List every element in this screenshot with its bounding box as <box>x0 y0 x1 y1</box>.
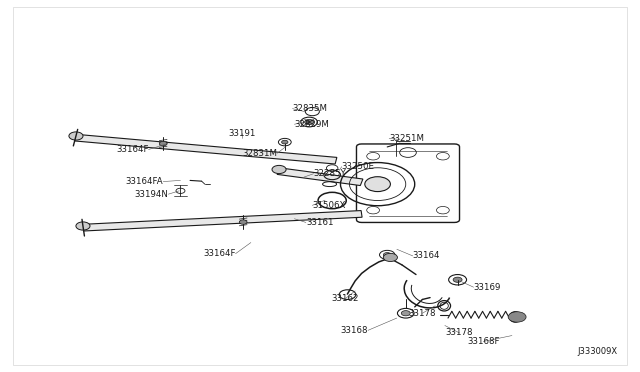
Polygon shape <box>83 211 362 231</box>
Text: 33194N: 33194N <box>134 190 168 199</box>
Polygon shape <box>75 134 337 164</box>
Text: 33251M: 33251M <box>389 134 424 143</box>
Text: 33168: 33168 <box>340 326 368 335</box>
Circle shape <box>76 222 90 230</box>
Polygon shape <box>277 168 363 186</box>
Circle shape <box>383 253 391 257</box>
Text: 31506X: 31506X <box>312 201 346 210</box>
Text: 32829M: 32829M <box>294 120 329 129</box>
FancyBboxPatch shape <box>356 144 460 222</box>
Text: 33191: 33191 <box>228 129 255 138</box>
Text: 33164: 33164 <box>413 251 440 260</box>
Circle shape <box>453 277 462 282</box>
Text: 32831M: 32831M <box>242 149 277 158</box>
Circle shape <box>365 177 390 192</box>
Text: 33161: 33161 <box>306 218 333 227</box>
Circle shape <box>69 132 83 140</box>
Circle shape <box>282 140 288 144</box>
Text: 33164FA: 33164FA <box>125 177 163 186</box>
Circle shape <box>305 119 314 125</box>
Text: 33164F: 33164F <box>116 145 148 154</box>
Text: 33250E: 33250E <box>342 162 375 171</box>
Text: 33178: 33178 <box>409 309 436 318</box>
Circle shape <box>272 166 286 174</box>
Text: 33168F: 33168F <box>467 337 499 346</box>
Circle shape <box>159 141 167 146</box>
Circle shape <box>239 220 247 224</box>
Circle shape <box>383 253 397 262</box>
Circle shape <box>508 312 526 322</box>
Text: 32285Y: 32285Y <box>314 169 346 178</box>
Text: 33164F: 33164F <box>203 249 236 258</box>
Text: 33169: 33169 <box>474 283 501 292</box>
Circle shape <box>401 311 410 316</box>
Text: 33162: 33162 <box>332 294 359 303</box>
Text: 33178: 33178 <box>446 328 473 337</box>
Text: J333009X: J333009X <box>577 347 618 356</box>
Text: 32835M: 32835M <box>292 104 328 113</box>
